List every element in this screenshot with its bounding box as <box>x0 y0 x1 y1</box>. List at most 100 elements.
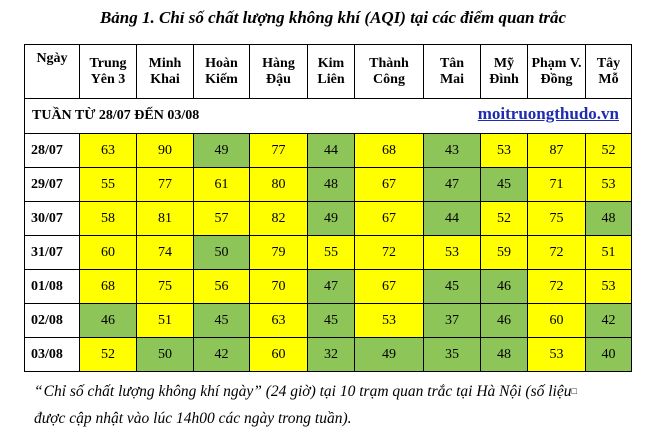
aqi-value-cell: 71 <box>527 167 586 202</box>
aqi-value-cell: 59 <box>480 235 528 270</box>
aqi-value-cell: 43 <box>423 133 481 168</box>
aqi-value-cell: 60 <box>79 235 137 270</box>
aqi-value-cell: 49 <box>193 133 250 168</box>
date-cell: 28/07 <box>24 133 80 168</box>
table-caption: Bảng 1. Chỉ số chất lượng không khí (AQI… <box>99 8 567 27</box>
aqi-value-cell: 53 <box>585 269 632 304</box>
column-header-line2: Yên 3 <box>90 71 126 87</box>
date-cell: 31/07 <box>24 235 80 270</box>
table-row: 30/07 58 81 57 82 49 67 44 52 75 48 <box>24 201 632 236</box>
aqi-value-cell: 53 <box>527 337 586 372</box>
aqi-value-cell: 81 <box>136 201 194 236</box>
aqi-value-cell: 46 <box>480 303 528 338</box>
aqi-value-cell: 48 <box>480 337 528 372</box>
aqi-value-cell: 53 <box>423 235 481 270</box>
column-header-station: Hàng Đậu <box>249 44 308 99</box>
aqi-value-cell: 80 <box>249 167 308 202</box>
aqi-value-cell: 52 <box>585 133 632 168</box>
aqi-value-cell: 32 <box>307 337 355 372</box>
aqi-value-cell: 46 <box>79 303 137 338</box>
aqi-value-cell: 63 <box>79 133 137 168</box>
table-row: 02/08 46 51 45 63 45 53 37 46 60 42 <box>24 303 632 338</box>
aqi-value-cell: 45 <box>193 303 250 338</box>
aqi-value-cell: 45 <box>307 303 355 338</box>
aqi-value-cell: 77 <box>249 133 308 168</box>
aqi-value-cell: 58 <box>79 201 137 236</box>
column-header-line1: Ngày <box>36 51 68 66</box>
column-header-line2: Đậu <box>266 71 291 87</box>
aqi-value-cell: 46 <box>480 269 528 304</box>
column-header-station: Mỹ Đình <box>480 44 528 99</box>
week-row: TUẦN TỪ 28/07 ĐẾN 03/08 moitruongthudo.v… <box>24 98 632 134</box>
date-cell: 02/08 <box>24 303 80 338</box>
column-header-line2: Khai <box>150 71 180 87</box>
note-open-quote: “ <box>34 383 43 400</box>
column-header-station: Minh Khai <box>136 44 194 99</box>
column-header-line1: Hàng <box>262 55 295 71</box>
aqi-value-cell: 55 <box>307 235 355 270</box>
aqi-value-cell: 40 <box>585 337 632 372</box>
column-header-line1: Kim <box>317 55 345 71</box>
table-row: 03/08 52 50 42 60 32 49 35 48 53 40 <box>24 337 632 372</box>
column-header-line2: Liên <box>317 71 345 87</box>
aqi-value-cell: 44 <box>307 133 355 168</box>
column-header-line2: Công <box>373 71 405 87</box>
aqi-value-cell: 61 <box>193 167 250 202</box>
column-header-line2: Mỗ <box>598 71 619 87</box>
aqi-value-cell: 72 <box>527 269 586 304</box>
aqi-value-cell: 67 <box>354 167 424 202</box>
week-cell: TUẦN TỪ 28/07 ĐẾN 03/08 moitruongthudo.v… <box>24 98 632 134</box>
aqi-value-cell: 37 <box>423 303 481 338</box>
aqi-value-cell: 87 <box>527 133 586 168</box>
aqi-value-cell: 50 <box>136 337 194 372</box>
aqi-value-cell: 42 <box>193 337 250 372</box>
aqi-value-cell: 51 <box>585 235 632 270</box>
aqi-value-cell: 45 <box>480 167 528 202</box>
aqi-value-cell: 45 <box>423 269 481 304</box>
note-part1: Chỉ số chất lượng không khí ngày <box>43 383 254 400</box>
aqi-value-cell: 53 <box>480 133 528 168</box>
aqi-value-cell: 49 <box>354 337 424 372</box>
site-link[interactable]: moitruongthudo.vn <box>477 104 619 123</box>
aqi-value-cell: 75 <box>136 269 194 304</box>
note-part2: (24 giờ) tại 10 trạm quan trắc tại Hà Nộ… <box>261 383 572 400</box>
note-line2: được cập nhật vào lúc 14h00 các ngày tro… <box>34 410 352 427</box>
aqi-value-cell: 52 <box>79 337 137 372</box>
column-header-line1: Mỹ <box>493 55 515 71</box>
column-header-line1: Thành <box>369 55 409 71</box>
aqi-value-cell: 60 <box>249 337 308 372</box>
table-row: 31/07 60 74 50 79 55 72 53 59 72 51 <box>24 235 632 270</box>
aqi-value-cell: 60 <box>527 303 586 338</box>
column-header-line2: Đình <box>489 71 519 87</box>
aqi-value-cell: 90 <box>136 133 194 168</box>
footnote: “Chỉ số chất lượng không khí ngày” (24 g… <box>34 378 634 432</box>
aqi-value-cell: 50 <box>193 235 250 270</box>
aqi-value-cell: 77 <box>136 167 194 202</box>
aqi-value-cell: 53 <box>354 303 424 338</box>
aqi-value-cell: 48 <box>585 201 632 236</box>
aqi-value-cell: 53 <box>585 167 632 202</box>
aqi-value-cell: 70 <box>249 269 308 304</box>
aqi-value-cell: 82 <box>249 201 308 236</box>
header-row: Ngày Trung Yên 3 Minh Khai Hoàn Kiếm Hàng Đậu Kim… <box>24 44 632 99</box>
aqi-value-cell: 47 <box>307 269 355 304</box>
aqi-value-cell: 79 <box>249 235 308 270</box>
aqi-value-cell: 56 <box>193 269 250 304</box>
aqi-value-cell: 74 <box>136 235 194 270</box>
aqi-value-cell: 52 <box>480 201 528 236</box>
aqi-value-cell: 55 <box>79 167 137 202</box>
aqi-value-cell: 51 <box>136 303 194 338</box>
column-header-line2: Kiếm <box>205 71 238 87</box>
aqi-value-cell: 44 <box>423 201 481 236</box>
week-label: TUẦN TỪ 28/07 ĐẾN 03/08 <box>32 108 200 123</box>
column-header-line1: Hoàn <box>205 55 238 71</box>
aqi-value-cell: 72 <box>527 235 586 270</box>
date-cell: 30/07 <box>24 201 80 236</box>
column-header-station: Phạm V. Đồng <box>527 44 586 99</box>
column-header-line1: Phạm V. <box>531 55 582 71</box>
column-header-station: Tân Mai <box>423 44 481 99</box>
column-header-station: Trung Yên 3 <box>79 44 137 99</box>
table-row: 28/07 63 90 49 77 44 68 43 53 87 52 <box>24 133 632 168</box>
column-header-station: Hoàn Kiếm <box>193 44 250 99</box>
aqi-value-cell: 49 <box>307 201 355 236</box>
